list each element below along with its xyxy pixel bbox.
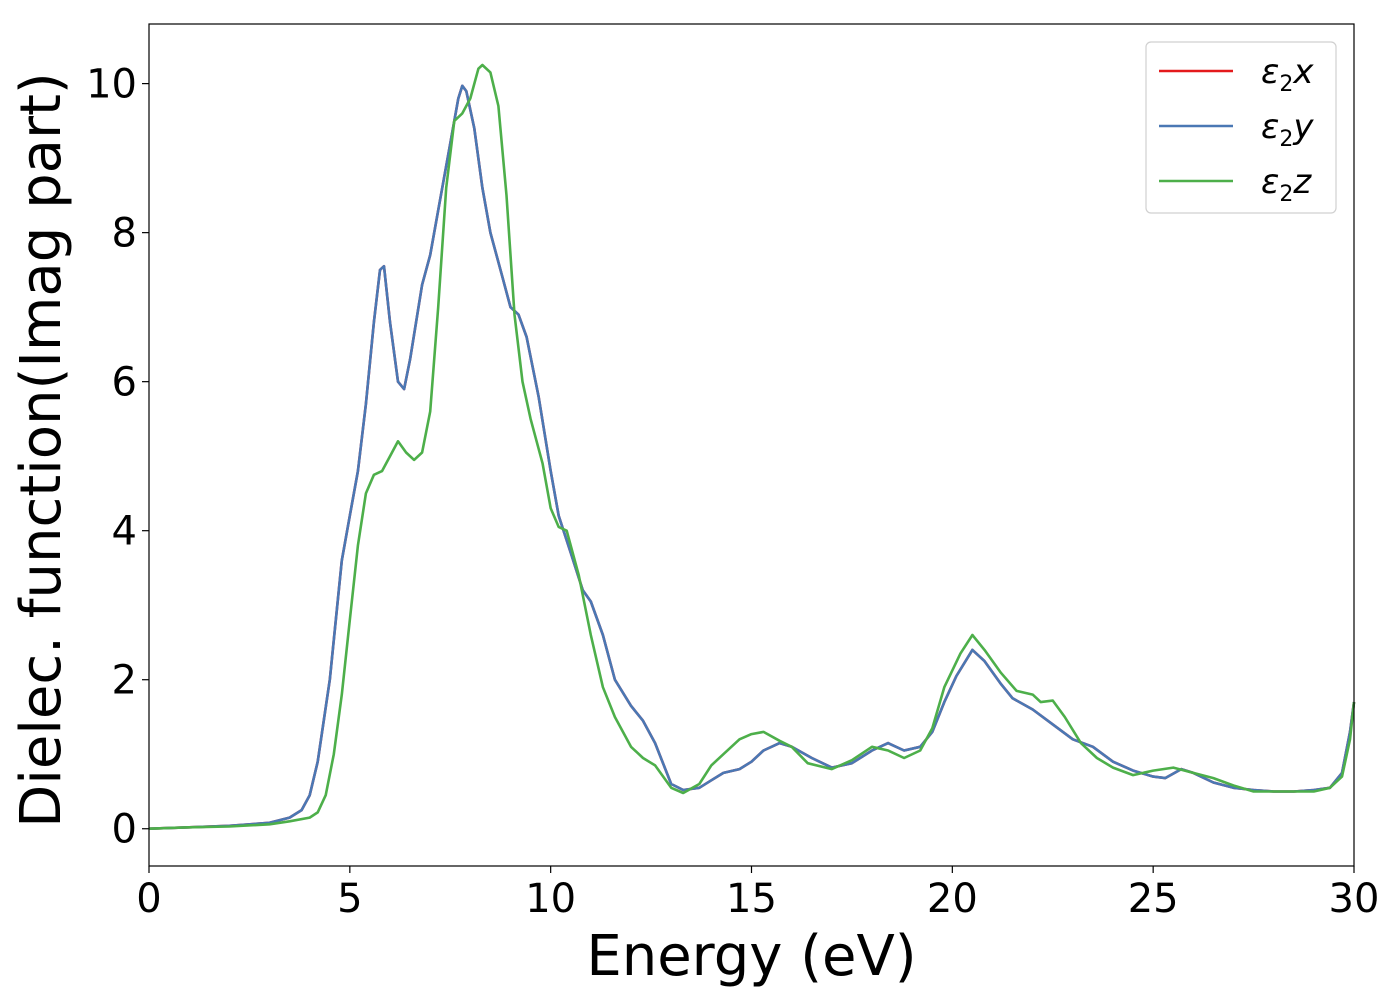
legend-label: ε2z (1261, 162, 1312, 207)
x-axis-title: Energy (eV) (586, 924, 916, 989)
y-tick-label: 0 (112, 807, 137, 853)
plot-lines (148, 63, 1356, 830)
legend-label: ε2x (1261, 52, 1314, 97)
y-tick-label: 2 (112, 658, 137, 704)
series-line-y (148, 84, 1356, 830)
x-tick-label: 0 (136, 876, 161, 922)
y-tick-label: 10 (86, 62, 137, 108)
x-tick-label: 30 (1329, 876, 1380, 922)
x-tick-label: 10 (525, 876, 576, 922)
x-axis-ticks: 0 5 10 15 20 25 30 (136, 866, 1379, 922)
x-tick-label: 25 (1128, 876, 1179, 922)
x-tick-label: 20 (927, 876, 978, 922)
x-tick-label: 15 (726, 876, 777, 922)
legend: ε2x ε2y ε2z (1145, 41, 1337, 214)
legend-box (1145, 41, 1337, 214)
y-tick-label: 8 (112, 211, 137, 257)
legend-label: ε2y (1261, 107, 1314, 152)
x-tick-label: 5 (337, 876, 362, 922)
y-axis-title: Dielec. function(Imag part) (9, 72, 74, 828)
y-tick-label: 6 (112, 360, 137, 406)
y-tick-label: 4 (112, 509, 137, 555)
series-line-z (148, 63, 1356, 830)
y-axis-ticks: 0 2 4 6 8 10 (86, 62, 149, 853)
